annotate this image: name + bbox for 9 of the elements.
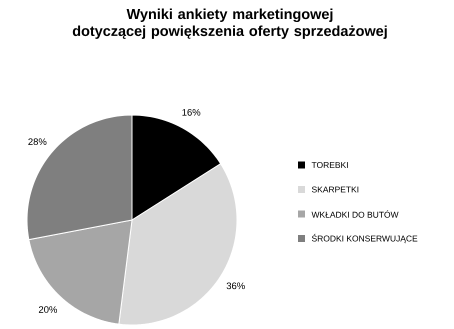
legend-label: SKARPETKI (312, 186, 358, 192)
chart-title: Wyniki ankiety marketingowej dotyczącej powiększenia oferty sprzedażowej (72, 8, 387, 39)
data-label: 36% (226, 282, 245, 290)
legend-label: WKŁADKI DO BUTÓW (312, 210, 399, 218)
data-label: 20% (38, 306, 58, 313)
legend-label: ŚRODKI KONSERWUJĄCE (312, 234, 418, 244)
legend-label: TOREBKI (312, 162, 348, 168)
data-label: 28% (28, 138, 46, 146)
data-label: 16% (182, 108, 200, 116)
